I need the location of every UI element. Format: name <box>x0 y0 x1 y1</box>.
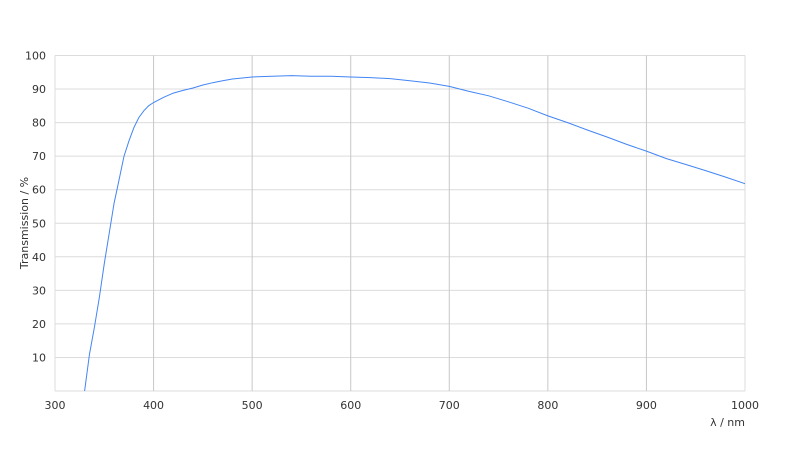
x-axis-label: λ / nm <box>710 416 745 429</box>
x-tick-label: 700 <box>439 399 460 412</box>
y-tick-label: 100 <box>25 50 46 63</box>
x-tick-label: 500 <box>242 399 263 412</box>
y-tick-label: 50 <box>32 217 46 230</box>
y-tick-label: 30 <box>32 284 46 297</box>
y-axis-label: Transmission / % <box>18 177 31 270</box>
y-tick-label: 10 <box>32 351 46 364</box>
y-tick-label: 80 <box>32 117 46 130</box>
x-tick-label: 600 <box>340 399 361 412</box>
y-tick-label: 60 <box>32 184 46 197</box>
x-tick-label: 900 <box>636 399 657 412</box>
y-tick-label: 90 <box>32 83 46 96</box>
tick-labels: 10 20 30 40 50 60 70 80 90 100 300 400 500 600 700 800 9… <box>25 50 759 413</box>
y-tick-label: 40 <box>32 251 46 264</box>
y-tick-label: 20 <box>32 318 46 331</box>
y-tick-label: 70 <box>32 150 46 163</box>
series-line <box>84 75 746 392</box>
x-tick-label: 800 <box>537 399 558 412</box>
grid <box>54 55 746 392</box>
x-tick-label: 400 <box>143 399 164 412</box>
x-tick-label: 1000 <box>731 399 759 412</box>
x-tick-label: 300 <box>45 399 66 412</box>
